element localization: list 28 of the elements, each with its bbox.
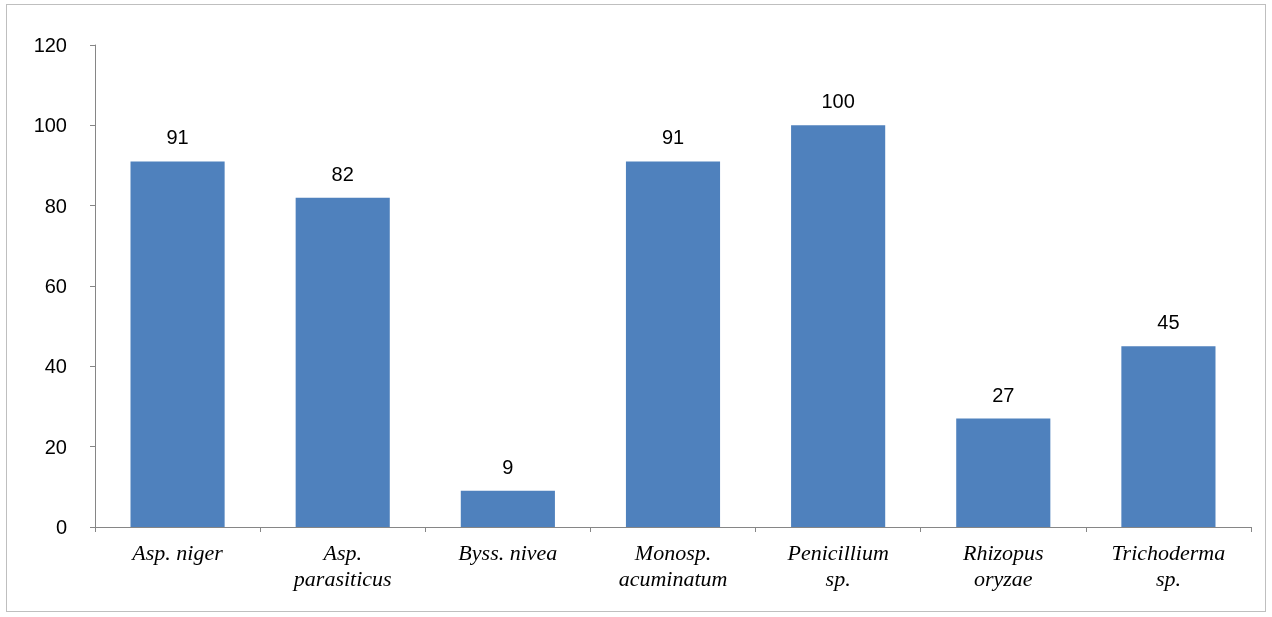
y-tick-label: 120	[33, 34, 67, 56]
data-label: 100	[821, 90, 855, 113]
x-tick-label: Monosp. acuminatum	[618, 539, 728, 591]
bar	[1121, 346, 1216, 527]
x-tick-label: Rhizopus oryzae	[961, 539, 1044, 591]
y-tick-label: 60	[44, 275, 67, 297]
bar	[130, 161, 225, 527]
bar	[791, 125, 886, 527]
data-label: 82	[331, 162, 354, 185]
data-label: 45	[1157, 311, 1180, 334]
data-label: 27	[992, 383, 1015, 406]
x-tick-label: Asp. niger	[130, 539, 224, 565]
bar	[625, 161, 721, 527]
y-tick-label: 100	[33, 114, 67, 137]
data-label: 9	[502, 455, 514, 478]
data-label: 91	[661, 126, 685, 149]
x-tick-label: Penicillium sp.	[786, 539, 889, 591]
y-tick-label: 20	[44, 435, 67, 458]
data-label: 91	[166, 126, 189, 149]
bar	[460, 490, 555, 527]
y-tick-label: 40	[44, 355, 67, 378]
bar	[295, 197, 390, 527]
x-tick-label: Asp. parasiticus	[291, 539, 392, 591]
x-tick-label: Byss. nivea	[458, 539, 558, 565]
y-tick-label: 0	[55, 516, 67, 538]
y-tick-label: 80	[44, 194, 67, 217]
bar	[956, 418, 1051, 527]
x-tick-label: Trichoderma sp.	[1111, 539, 1226, 591]
